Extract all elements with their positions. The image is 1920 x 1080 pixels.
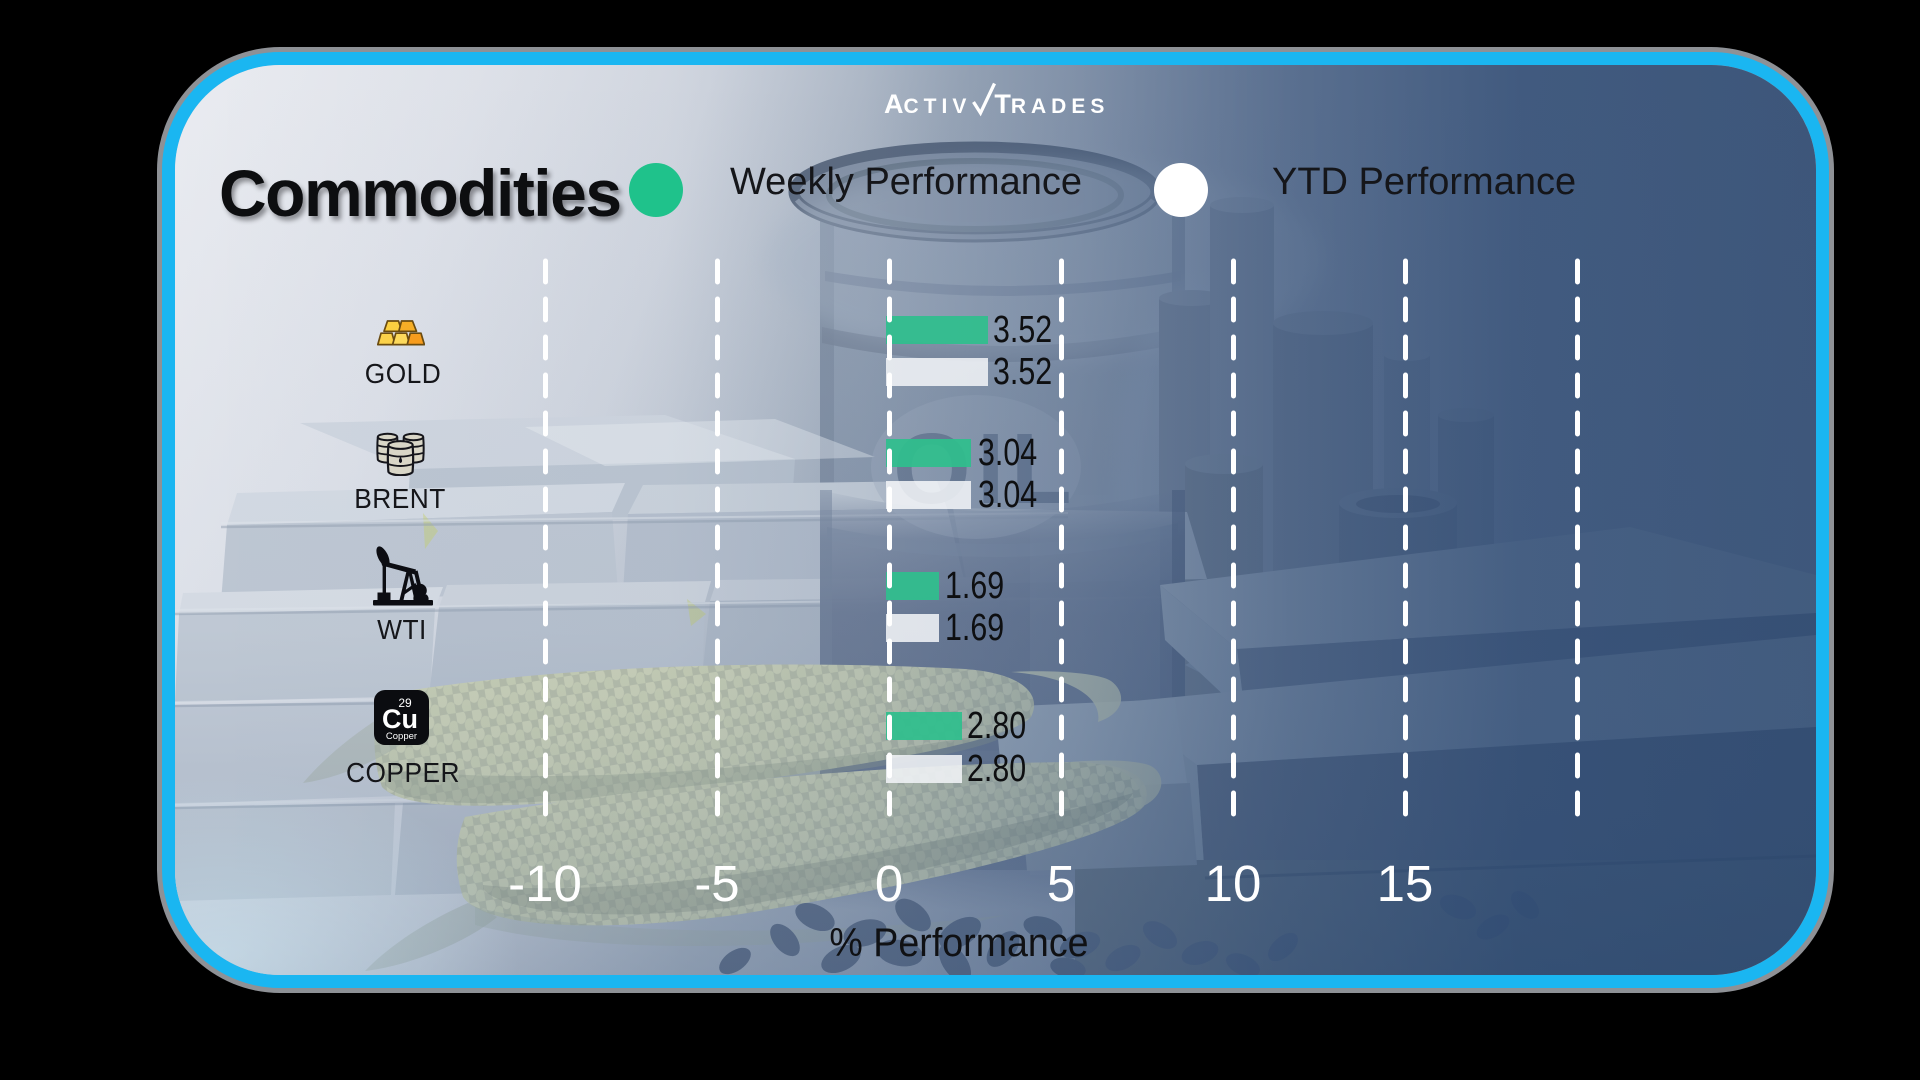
svg-text:29: 29 — [398, 696, 412, 710]
svg-text:Cu: Cu — [382, 704, 418, 734]
svg-text:Copper: Copper — [386, 731, 417, 742]
